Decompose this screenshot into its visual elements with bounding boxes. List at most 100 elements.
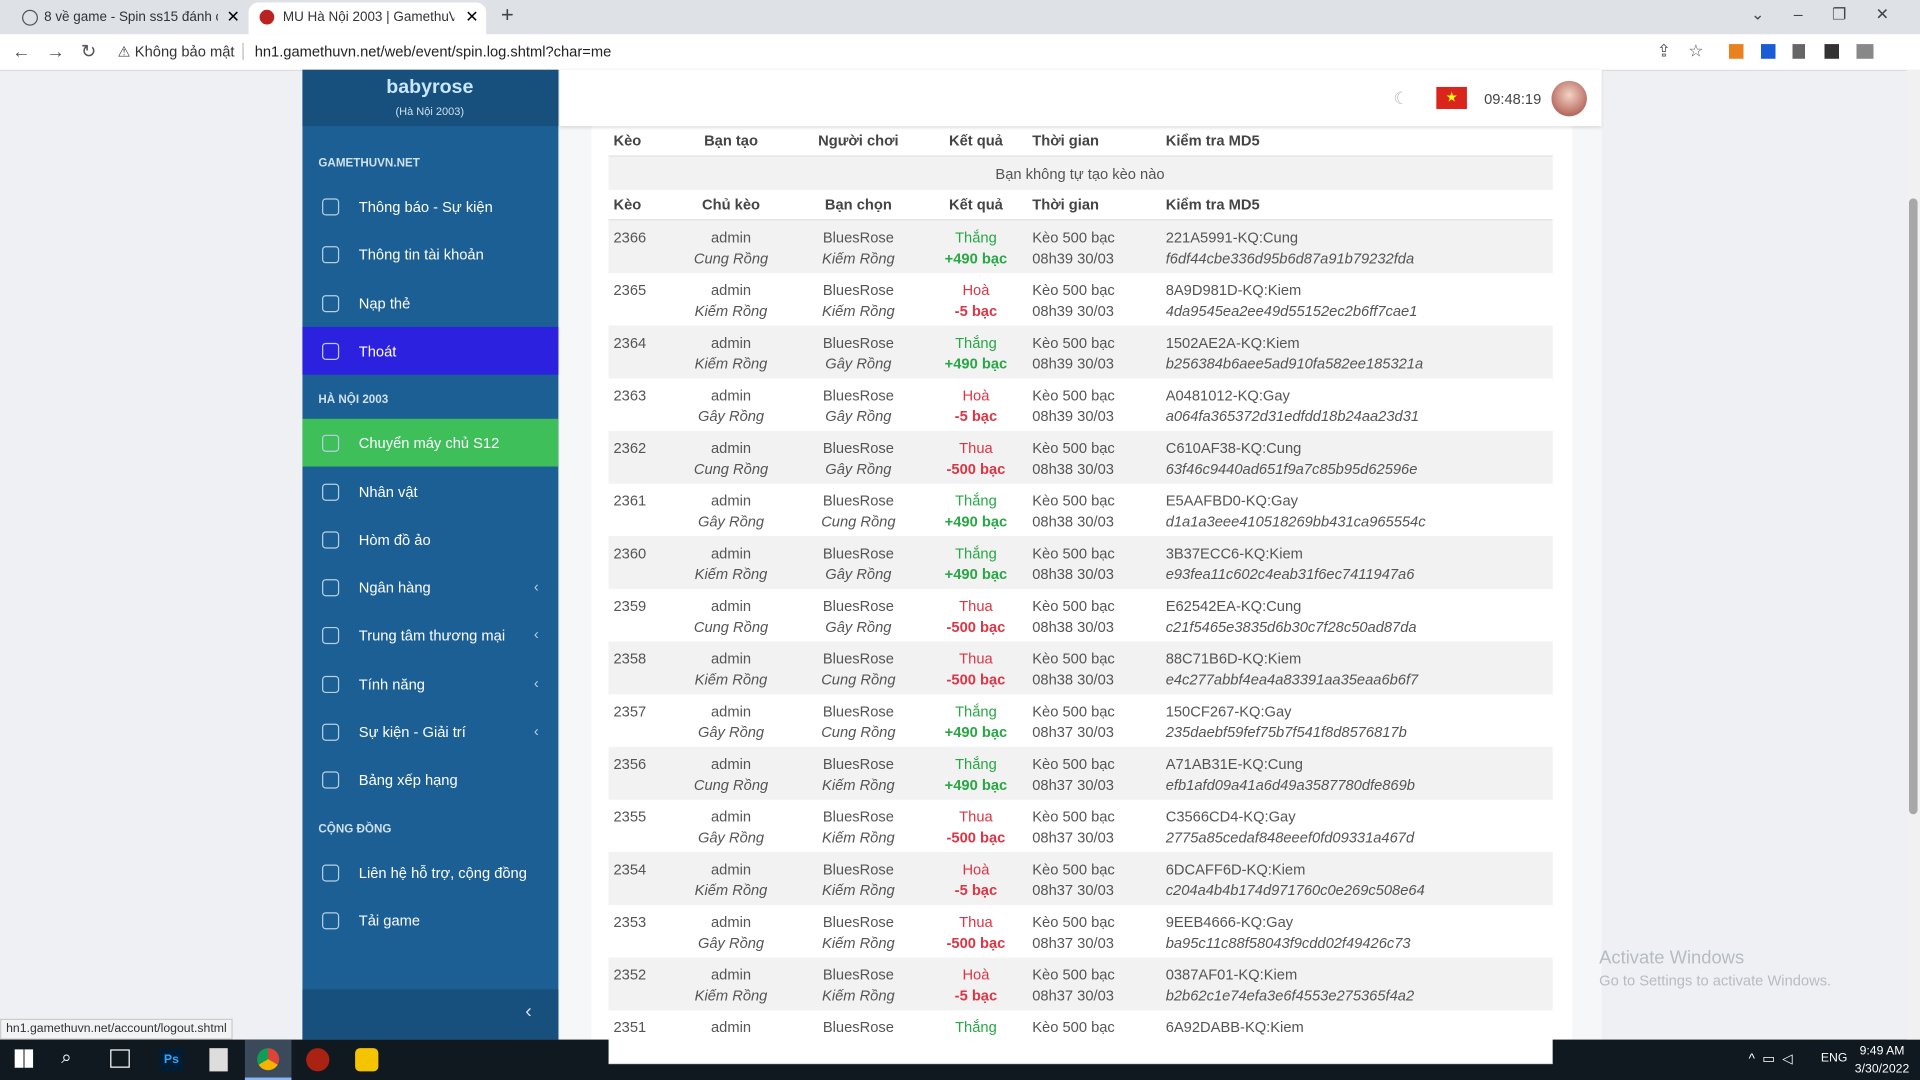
chrome-icon[interactable] — [257, 1048, 280, 1071]
cell-player: BluesRose — [822, 860, 894, 878]
cell-amount: +490 bạc — [944, 776, 1008, 794]
tab-title[interactable]: 8 về game - Spin ss15 đánh cung — [44, 9, 218, 25]
cell-amount: -500 bạc — [946, 934, 1006, 952]
cell-player-choice: Kiếm Rồng — [822, 776, 895, 794]
collapse-button[interactable]: ‹ — [525, 1001, 532, 1023]
menu-item[interactable]: Nạp thẻ — [358, 294, 411, 312]
taskbar-time: 9:49 AM — [1859, 1044, 1905, 1058]
cell-time: 08h37 30/03 — [1032, 986, 1114, 1005]
menu-item[interactable]: Liên hệ hỗ trợ, cộng đồng — [358, 863, 527, 882]
column-header: Kèo — [613, 195, 642, 214]
cell-bet: Kèo 500 bạc — [1032, 386, 1115, 405]
menu-icon — [322, 723, 340, 741]
url[interactable]: hn1.gamethuvn.net/web/event/spin.log.sht… — [254, 42, 612, 60]
app-icon[interactable] — [355, 1048, 379, 1072]
tray-icons[interactable]: ^▭◁ — [1748, 1051, 1801, 1067]
menu-item[interactable]: Sự kiện - Giải trí — [358, 723, 466, 741]
menu-item[interactable]: Hòm đồ ảo — [358, 531, 431, 549]
cell-md5: 150CF267-KQ:Gay — [1165, 702, 1292, 720]
taskbar-date: 3/30/2022 — [1854, 1062, 1910, 1077]
cell-bet: Kèo 500 bạc — [1032, 334, 1115, 352]
clock: 09:48:19 — [1484, 90, 1542, 108]
game-icon[interactable] — [306, 1048, 330, 1072]
extensions[interactable] — [1728, 44, 1889, 59]
cell-hash: efb1afd09a41a6d49a3587780dfe869b — [1165, 776, 1415, 794]
scrollbar-thumb[interactable] — [1908, 198, 1918, 815]
column-header: Thời gian — [1032, 132, 1100, 150]
menu-icon — [322, 198, 340, 216]
menu-item[interactable]: Tính năng — [358, 675, 425, 693]
cell-creator-choice: Kiếm Rồng — [694, 302, 768, 320]
menu-item[interactable]: Ngân hàng — [358, 579, 431, 597]
submenu-arrow: ‹ — [533, 578, 539, 596]
cell-player: BluesRose — [822, 650, 894, 668]
cell-player-choice: Cung Rồng — [821, 671, 896, 689]
cell-creator-choice: Kiếm Rồng — [694, 881, 768, 899]
cell-creator: admin — [711, 755, 752, 773]
cell-id: 2362 — [613, 439, 647, 457]
cell-creator: admin — [711, 808, 752, 826]
cell-player: BluesRose — [822, 439, 894, 457]
cell-creator: admin — [711, 702, 752, 720]
cell-creator: admin — [711, 228, 752, 247]
table-row — [608, 694, 1553, 749]
cell-amount: -500 bạc — [946, 460, 1006, 478]
cell-hash: c21f5465e3835d6b30c7f28c50ad87da — [1165, 618, 1417, 636]
cell-md5: E62542EA-KQ:Cung — [1165, 597, 1302, 615]
calculator-icon[interactable] — [209, 1048, 228, 1072]
cell-time: 08h38 30/03 — [1032, 618, 1114, 636]
language-flag[interactable]: ★ — [1436, 86, 1467, 109]
menu-item[interactable]: Trung tâm thương mại — [358, 627, 506, 645]
sidebar — [302, 69, 559, 1040]
menu-item[interactable]: Chuyển máy chủ S12 — [358, 434, 500, 453]
cell-creator: admin — [711, 966, 752, 984]
cell-creator: admin — [711, 913, 752, 931]
cell-bet: Kèo 500 bạc — [1032, 492, 1115, 510]
security-warning[interactable]: ⚠ Không bảo mật — [117, 42, 235, 60]
cell-creator-choice: Gây Rồng — [697, 828, 765, 847]
task-view[interactable] — [110, 1049, 130, 1068]
table-row — [608, 746, 1553, 801]
tab-title[interactable]: MU Hà Nội 2003 | GamethuVN.n — [282, 9, 454, 25]
cell-creator: admin — [711, 386, 752, 405]
menu-item[interactable]: Tải game — [358, 912, 421, 930]
avatar[interactable] — [1551, 80, 1587, 117]
cell-result: Thắng — [955, 1018, 997, 1036]
menu-item[interactable]: Thông tin tài khoản — [358, 246, 484, 264]
nav-buttons[interactable]: ←→↻ — [12, 41, 113, 63]
table-line — [608, 155, 1553, 157]
cell-player-choice: Gây Rồng — [825, 460, 892, 478]
search-button[interactable]: ⌕ — [61, 1046, 72, 1068]
menu-item[interactable]: Bảng xếp hạng — [358, 771, 458, 789]
window-controls[interactable]: ⌄–❐✕ — [1751, 4, 1919, 24]
cell-player-choice: Gây Rồng — [825, 407, 892, 425]
tab-close[interactable]: ✕ — [465, 7, 479, 26]
language[interactable]: ENG — [1820, 1051, 1848, 1066]
active-tab[interactable] — [248, 2, 487, 35]
cell-player: BluesRose — [822, 597, 894, 615]
cell-time: 08h38 30/03 — [1032, 513, 1114, 531]
cell-id: 2359 — [613, 597, 647, 615]
cell-id: 2356 — [613, 755, 647, 773]
column-header: Chủ kèo — [702, 195, 761, 214]
menu-item[interactable]: Thoát — [358, 342, 397, 360]
dark-mode-toggle[interactable]: ☾ — [1393, 88, 1409, 108]
sidebar-footer — [302, 989, 559, 1040]
menu-item[interactable]: Thông báo - Sự kiện — [358, 198, 493, 216]
start-button[interactable] — [14, 1049, 34, 1068]
cell-md5: 88C71B6D-KQ:Kiem — [1165, 650, 1302, 668]
cell-player-choice: Gây Rồng — [825, 355, 892, 373]
cell-result: Thua — [959, 913, 993, 931]
cell-player: BluesRose — [822, 334, 894, 352]
cell-player: BluesRose — [822, 544, 894, 563]
cell-md5: 6DCAFF6D-KQ:Kiem — [1165, 860, 1306, 878]
cell-bet: Kèo 500 bạc — [1032, 755, 1115, 773]
new-tab[interactable]: + — [500, 2, 514, 27]
tab-close[interactable]: ✕ — [226, 7, 240, 26]
photoshop-icon[interactable]: Ps — [159, 1048, 184, 1072]
cell-creator-choice: Gây Rồng — [697, 407, 765, 425]
toolbar-icons[interactable]: ⇪☆ — [1656, 40, 1721, 60]
activation-text: Go to Settings to activate Windows. — [1599, 972, 1832, 990]
menu-item[interactable]: Nhân vật — [358, 483, 418, 501]
cell-creator: admin — [711, 492, 752, 510]
